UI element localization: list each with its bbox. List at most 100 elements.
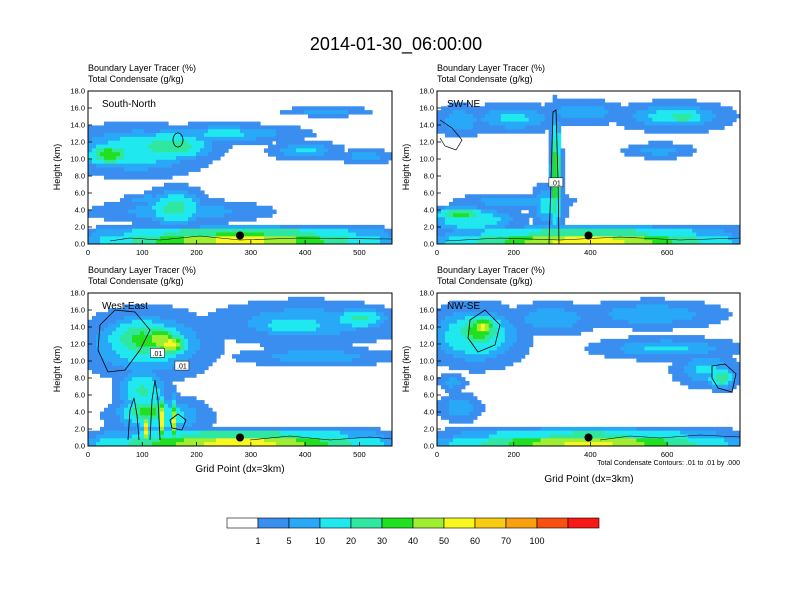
tracer-cell — [96, 358, 101, 363]
tracer-cell — [188, 400, 193, 405]
tracer-cell — [184, 152, 189, 157]
tracer-cell — [140, 198, 145, 203]
tracer-cell — [116, 419, 121, 424]
tracer-cell — [528, 129, 534, 134]
tracer-cell — [456, 232, 462, 237]
tracer-cell — [264, 133, 269, 138]
tracer-cell — [664, 106, 669, 111]
tracer-cell — [292, 304, 297, 309]
tracer-cell — [540, 129, 546, 134]
tracer-cell — [348, 442, 353, 446]
tracer-cell — [268, 327, 273, 332]
tracer-cell — [360, 319, 365, 325]
tracer-cell — [536, 182, 542, 188]
tracer-cell — [628, 152, 633, 157]
tracer-cell — [288, 300, 293, 306]
tracer-cell — [108, 419, 113, 424]
tracer-cell — [468, 224, 474, 230]
tracer-cell — [104, 423, 109, 428]
tracer-cell — [340, 308, 345, 313]
tracer-cell — [172, 396, 177, 401]
tracer-cell — [460, 125, 466, 130]
tracer-cell — [732, 117, 737, 123]
tracer-cell — [112, 407, 117, 413]
tracer-cell — [180, 240, 185, 244]
tracer-cell — [300, 442, 305, 446]
tracer-cell — [244, 426, 249, 432]
tracer-cell — [148, 373, 153, 378]
tracer-cell — [648, 152, 653, 157]
tracer-cell — [308, 308, 313, 313]
tracer-cell — [380, 240, 385, 244]
tracer-cell — [216, 217, 221, 222]
tracer-cell — [88, 136, 93, 142]
tracer-cell — [248, 315, 253, 321]
tracer-cell — [168, 198, 173, 203]
tracer-cell — [548, 140, 554, 146]
tracer-cell — [488, 117, 494, 123]
tracer-cell — [560, 213, 566, 218]
tracer-cell — [352, 232, 357, 237]
tracer-cell — [636, 121, 641, 127]
tracer-cell — [204, 434, 209, 439]
tracer-cell — [216, 335, 221, 340]
tracer-cell — [188, 419, 193, 424]
tracer-cell — [272, 133, 277, 138]
tracer-cell — [440, 224, 446, 230]
tracer-cell — [680, 228, 685, 234]
tracer-cell — [268, 358, 273, 363]
tracer-cell — [92, 442, 97, 446]
tracer-cell — [372, 354, 377, 359]
tracer-cell — [120, 331, 125, 336]
tracer-cell — [164, 232, 169, 237]
tracer-cell — [140, 430, 145, 436]
tracer-cell — [308, 323, 313, 329]
tracer-cell — [324, 304, 329, 309]
tracer-cell — [220, 129, 225, 134]
y-tick-label: 6.0 — [424, 189, 434, 198]
tracer-cell — [148, 407, 153, 413]
tracer-cell — [136, 312, 141, 317]
tracer-cell — [140, 396, 145, 401]
tracer-cell — [288, 148, 293, 153]
tracer-cell — [344, 335, 349, 340]
tracer-cell — [596, 228, 602, 234]
tracer-cell — [152, 133, 157, 138]
tracer-cell — [160, 415, 165, 420]
tracer-cell — [348, 358, 353, 363]
tracer-cell — [288, 358, 293, 363]
tracer-cell — [608, 304, 614, 309]
tracer-cell — [556, 144, 562, 149]
tracer-cell — [504, 228, 510, 234]
tracer-cell — [96, 312, 101, 317]
tracer-cell — [692, 129, 697, 134]
tracer-cell — [472, 106, 478, 111]
tracer-cell — [104, 438, 109, 443]
tracer-cell — [152, 415, 157, 420]
tracer-cell — [552, 148, 558, 153]
tracer-cell — [208, 426, 213, 432]
tracer-cell — [92, 156, 97, 161]
tracer-cell — [132, 221, 137, 226]
tracer-cell — [600, 110, 606, 115]
tracer-cell — [512, 194, 518, 199]
tracer-cell — [200, 319, 205, 325]
contour-label: .01 — [177, 364, 187, 371]
tracer-cell — [148, 140, 153, 146]
tracer-cell — [200, 361, 205, 367]
tracer-cell — [448, 308, 454, 313]
tracer-cell — [96, 331, 101, 336]
tracer-cell — [608, 228, 614, 234]
tracer-cell — [168, 350, 173, 355]
tracer-cell — [360, 442, 365, 446]
tracer-cell — [548, 217, 554, 222]
tracer-cell — [244, 213, 249, 218]
tracer-cell — [160, 171, 165, 176]
tracer-cell — [500, 217, 506, 222]
tracer-cell — [572, 236, 578, 241]
tracer-cell — [332, 350, 337, 355]
tracer-cell — [240, 129, 245, 134]
tracer-cell — [552, 125, 558, 130]
tracer-cell — [208, 327, 213, 332]
tracer-cell — [524, 129, 530, 134]
